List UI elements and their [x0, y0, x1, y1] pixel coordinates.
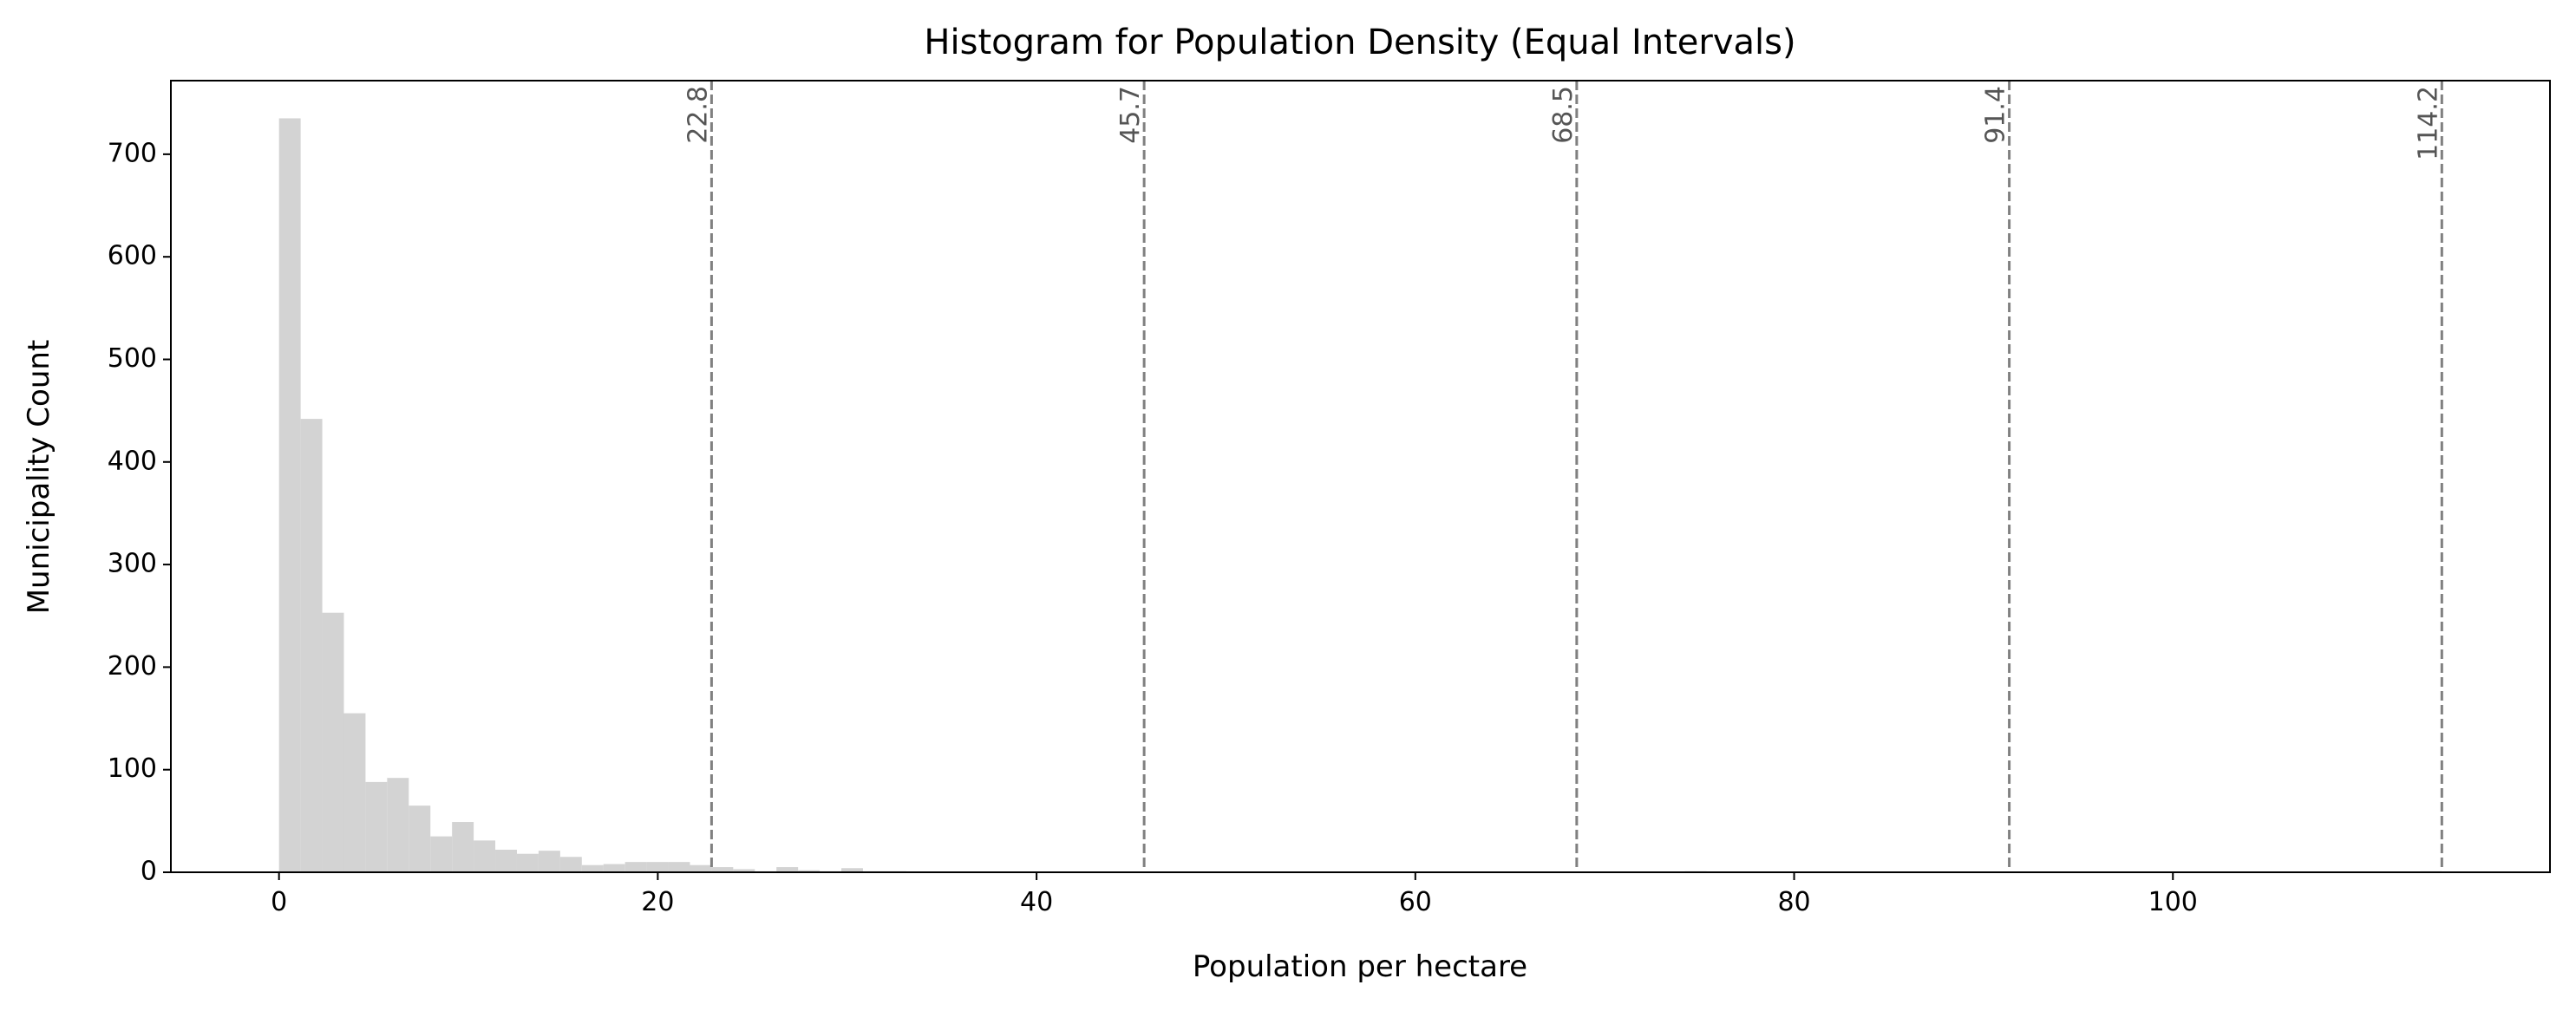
break-label: 22.8	[683, 86, 713, 144]
plot-area: 22.8 45.7 68.5 91.4 114.2 0 20 40 60 80 100 0 100 200…	[108, 81, 2443, 917]
bar	[733, 869, 755, 872]
bar	[452, 822, 474, 872]
y-tick-label: 500	[108, 343, 157, 374]
y-tick-label: 400	[108, 446, 157, 476]
bar	[495, 849, 517, 872]
x-tick-label: 20	[641, 887, 674, 917]
bar	[409, 806, 431, 872]
y-tick-label: 700	[108, 138, 157, 168]
bar	[776, 867, 799, 872]
bar	[322, 612, 344, 872]
break-label: 45.7	[1115, 86, 1146, 144]
axes-frame	[170, 80, 2551, 873]
y-axis-label: Municipality Count	[22, 340, 56, 615]
bar	[559, 857, 582, 872]
y-tick-label: 300	[108, 549, 157, 579]
bar	[365, 781, 388, 872]
x-tick-label: 0	[271, 887, 287, 917]
bar	[646, 862, 669, 872]
break-label: 68.5	[1548, 86, 1579, 144]
x-tick-label: 40	[1020, 887, 1053, 917]
bar	[668, 862, 690, 872]
y-tick-label: 0	[141, 857, 157, 887]
x-tick-label: 100	[2148, 887, 2198, 917]
bar	[516, 853, 539, 872]
bar	[387, 778, 409, 872]
x-axis-label: Population per hectare	[1193, 949, 1527, 984]
bar	[690, 864, 712, 872]
bar	[538, 851, 560, 872]
bar	[603, 864, 625, 872]
y-tick-label: 600	[108, 241, 157, 271]
bar	[343, 713, 366, 872]
bar	[841, 868, 863, 872]
bar	[581, 864, 604, 872]
bar	[798, 870, 821, 872]
bar	[711, 867, 734, 872]
break-label: 114.2	[2413, 86, 2443, 160]
bar	[300, 419, 323, 873]
y-tick-label: 200	[108, 651, 157, 682]
bar	[474, 840, 496, 872]
y-tick-label: 100	[108, 753, 157, 784]
x-tick-label: 80	[1777, 887, 1810, 917]
bar	[430, 836, 453, 872]
chart-title: Histogram for Population Density (Equal …	[924, 23, 1795, 62]
bar	[624, 862, 647, 872]
bar	[278, 118, 301, 872]
break-label: 91.4	[1981, 86, 2011, 144]
x-tick-label: 60	[1399, 887, 1432, 917]
